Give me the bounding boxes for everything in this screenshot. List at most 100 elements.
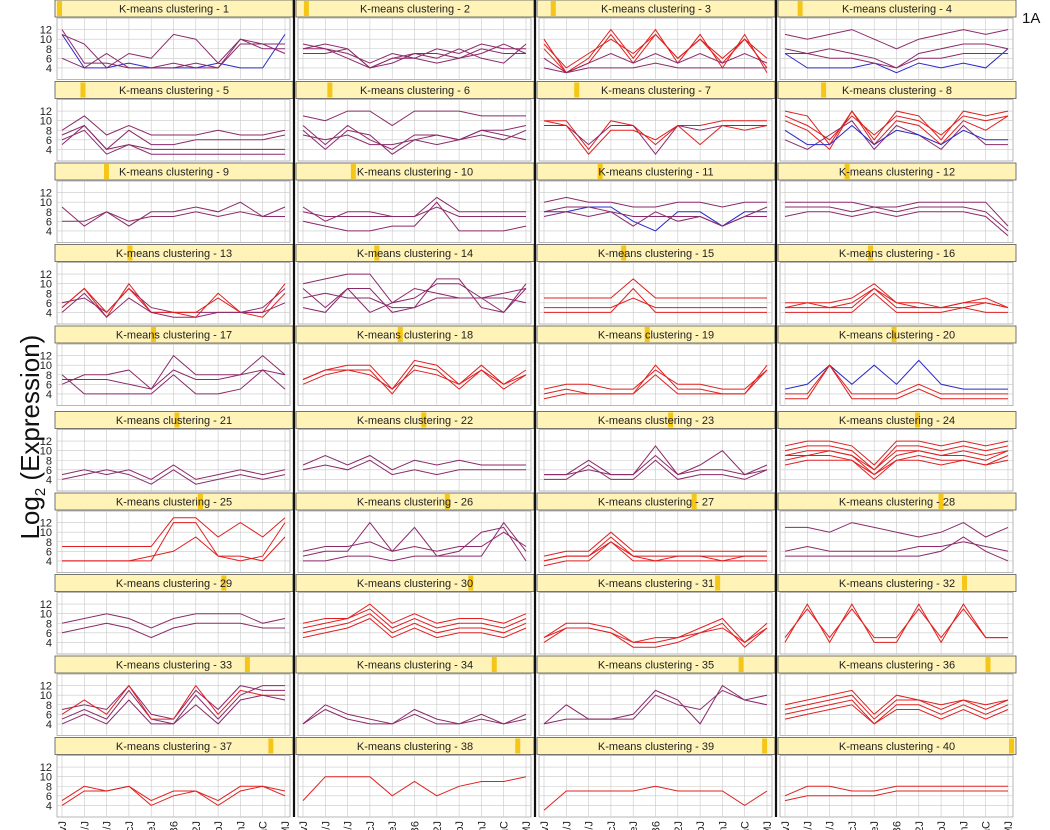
x-tick-label: BALB/cJ — [365, 821, 377, 830]
y-tick-label: 6 — [46, 628, 52, 640]
cluster-19-series-3 — [543, 369, 768, 390]
cluster-26-series-3 — [302, 531, 527, 552]
y-tick-label: 4 — [46, 307, 52, 319]
cluster-8-series-5 — [784, 124, 1008, 146]
cluster-23-series-3 — [544, 454, 768, 476]
panel-title: K-means clustering - 5 — [119, 85, 229, 97]
panel-title: K-means clustering - 4 — [842, 4, 952, 16]
y-tick-label: 10 — [40, 690, 52, 702]
cluster-position-marker — [891, 327, 897, 342]
cluster-36-series-2 — [784, 699, 1009, 725]
x-tick-label: A/J — [320, 821, 332, 830]
y-tick-label: 6 — [46, 465, 52, 477]
cluster-3-series-1 — [543, 28, 768, 74]
cluster-panel-16: K-means clustering - 16 — [777, 244, 1017, 325]
x-tick-label: C3H/HeJ — [387, 821, 399, 830]
y-tick-label: 4 — [46, 63, 52, 75]
cluster-26-series-2 — [303, 521, 527, 562]
cluster-21-series-2 — [61, 469, 286, 485]
y-tick-label: 8 — [46, 781, 52, 793]
cluster-29-series-2 — [61, 622, 285, 639]
cluster-position-marker — [374, 245, 380, 261]
cluster-22-series-1 — [302, 454, 526, 471]
cluster-30-series-2 — [302, 613, 527, 634]
y-tick-label: 8 — [46, 207, 52, 219]
cluster-position-marker — [938, 494, 944, 509]
cluster-39-series-1 — [543, 785, 768, 811]
cluster-27-series-4 — [543, 541, 767, 562]
y-tick-label: 4 — [46, 389, 52, 401]
panel-title: K-means clustering - 8 — [842, 85, 952, 97]
cluster-panel-30: K-means clustering - 30 — [295, 574, 535, 655]
cluster-panel-26: K-means clustering - 26 — [295, 492, 535, 573]
cluster-24-series-1 — [784, 450, 1009, 476]
cluster-position-marker — [844, 164, 850, 179]
panel-title: K-means clustering - 10 — [357, 167, 473, 179]
cluster-33-series-3 — [61, 684, 285, 720]
y-tick-label: 4 — [46, 719, 52, 731]
cluster-15-series-3 — [544, 297, 767, 309]
y-tick-label: 6 — [46, 53, 52, 65]
cluster-position-marker — [821, 82, 827, 98]
cluster-panel-3: K-means clustering - 3 — [536, 0, 776, 80]
cluster-21-series-1 — [61, 464, 286, 480]
panel-title: K-means clustering - 33 — [116, 660, 232, 672]
cluster-25-series-3 — [62, 536, 286, 562]
y-tick-label: 10 — [40, 34, 52, 46]
x-tick-label: SMJ — [521, 821, 533, 830]
cluster-17-series-2 — [61, 369, 286, 395]
cluster-panel-23: K-means clustering - 23 — [536, 411, 776, 492]
panel-title-bar — [777, 81, 1017, 99]
x-tick-label: C57B6 — [892, 821, 904, 830]
y-tick-label: 12 — [40, 106, 52, 118]
cluster-23-series-2 — [544, 459, 768, 480]
panel-title-bar — [777, 655, 1017, 674]
x-tick-label: NZW/LaC — [499, 821, 511, 830]
cluster-panel-32: K-means clustering - 32 — [777, 574, 1017, 655]
x-tick-label: DBA/2J — [673, 821, 685, 830]
cluster-5-series-2 — [61, 129, 285, 155]
panel-title: K-means clustering - 22 — [357, 415, 473, 427]
x-tick-label: NZB/BinJ — [958, 821, 970, 830]
panel-title: K-means clustering - 25 — [116, 497, 232, 509]
cluster-panel-22: K-means clustering - 22 — [295, 411, 535, 492]
cluster-6-series-4 — [302, 129, 527, 146]
cluster-8-series-2 — [784, 115, 1009, 141]
cluster-panel-31: K-means clustering - 31 — [536, 574, 776, 655]
cluster-panel-14: K-means clustering - 14 — [295, 244, 535, 325]
panel-title: K-means clustering - 29 — [116, 578, 232, 590]
cluster-panel-11: K-means clustering - 11 — [536, 162, 776, 243]
y-tick-label: 8 — [46, 288, 52, 300]
cluster-15-series-2 — [544, 287, 767, 313]
cluster-17-series-1 — [61, 354, 286, 390]
cluster-12-series-3 — [784, 211, 1009, 237]
x-tick-label: DBA/2J — [432, 821, 444, 830]
panel-title: K-means clustering - 26 — [357, 497, 473, 509]
cluster-5-series-1 — [61, 115, 286, 136]
y-tick-label: 12 — [40, 681, 52, 693]
cluster-6-series-1 — [302, 110, 526, 127]
x-tick-label: SMJ — [1003, 821, 1015, 830]
cluster-panel-34: K-means clustering - 34 — [295, 655, 535, 736]
cluster-30-series-3 — [302, 617, 527, 639]
panel-title: K-means clustering - 30 — [357, 578, 473, 590]
y-tick-label: 10 — [40, 527, 52, 539]
cluster-8-series-3 — [784, 120, 1008, 151]
panel-title: K-means clustering - 20 — [839, 330, 955, 342]
x-tick-label: NZW/LaC — [981, 821, 993, 830]
x-tick-label: MRL/MpJ — [695, 821, 707, 830]
cluster-10-series-2 — [302, 201, 527, 232]
cluster-panel-24: K-means clustering - 24 — [777, 411, 1017, 492]
cluster-position-marker — [550, 1, 556, 16]
cluster-panel-7: K-means clustering - 7 — [536, 81, 776, 162]
cluster-20-series-2 — [785, 364, 1008, 400]
cluster-14-series-1 — [302, 273, 527, 314]
panel-title: K-means clustering - 28 — [839, 497, 955, 509]
panel-title: K-means clustering - 34 — [357, 660, 473, 672]
cluster-position-marker — [197, 494, 203, 509]
cluster-28-series-2 — [784, 541, 1009, 552]
panel-title-bar — [777, 737, 1017, 755]
cluster-position-marker — [515, 738, 521, 754]
